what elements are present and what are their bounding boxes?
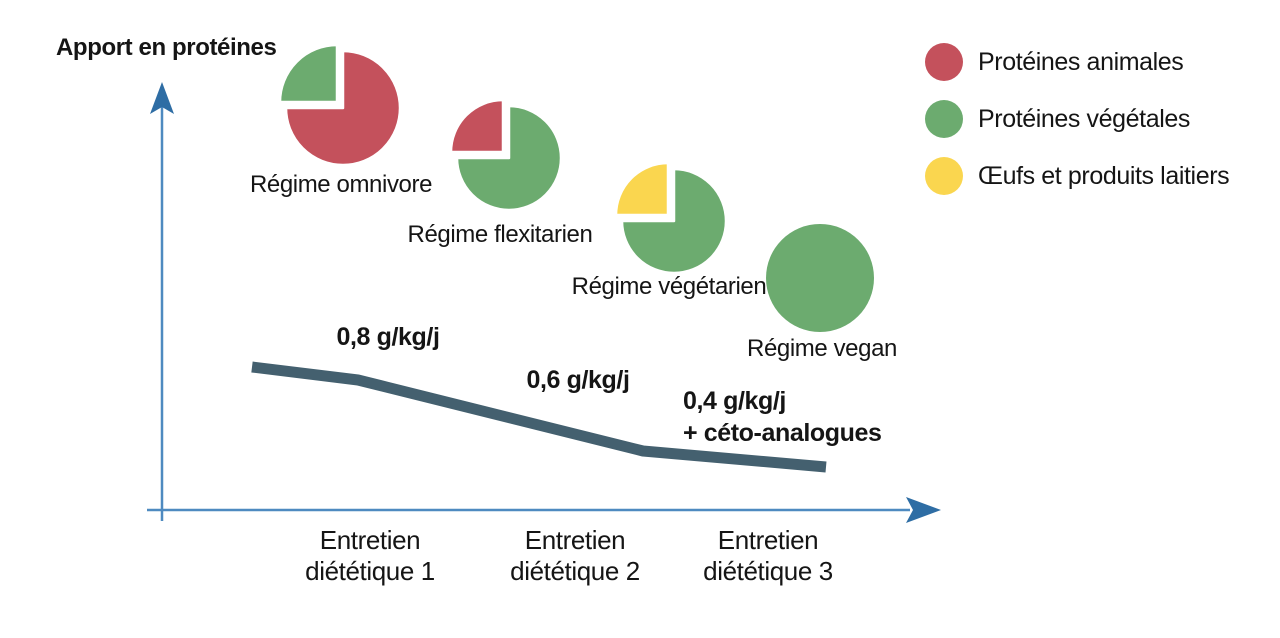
annotation-value-3-line-1: 0,4 g/kg/j: [683, 387, 786, 415]
annotation-value-3: 0,4 g/kg/j + céto-analogues: [683, 385, 882, 449]
pie-label-vegan: Régime vegan: [747, 335, 897, 362]
pie-label-flexitarien: Régime flexitarien: [407, 221, 593, 248]
pie-label-omnivore: Régime omnivore: [249, 171, 433, 198]
pie-regime-vegetarien: [614, 161, 728, 275]
y-axis-arrow-icon: [150, 82, 174, 114]
legend-item-proteines-vegetales: Protéines végétales: [925, 99, 1229, 139]
pie-slice: [449, 98, 505, 154]
legend-swatch-animal-icon: [925, 43, 963, 81]
pie-slice: [284, 49, 402, 167]
x-axis-label-entretien-3: Entretien diététique 3: [703, 525, 833, 586]
legend-label-animal: Protéines animales: [978, 47, 1184, 76]
pie-slice: [278, 43, 339, 104]
legend-item-oeufs-produits-laitiers: Œufs et produits laitiers: [925, 156, 1230, 196]
legend-label-eggs-dairy: Œufs et produits laitiers: [978, 161, 1230, 190]
pie-label-vegetarien: Régime végétarien: [571, 273, 767, 300]
legend-item-proteines-animales: Protéines animales: [925, 42, 1229, 82]
protein-intake-line: [251, 361, 827, 473]
pie-regime-flexitarien: [449, 98, 563, 212]
annotation-value-2: 0,6 g/kg/j: [527, 364, 630, 396]
annotation-value-3-line-2: + céto-analogues: [683, 419, 882, 447]
pie-slice: [455, 104, 563, 212]
pie-slice: [614, 161, 670, 217]
legend-swatch-eggs-dairy-icon: [925, 157, 963, 195]
legend-label-vegetal: Protéines végétales: [978, 104, 1190, 133]
annotation-value-1: 0,8 g/kg/j: [337, 321, 440, 353]
legend-swatch-vegetal-icon: [925, 100, 963, 138]
annotation-value-2-text: 0,6 g/kg/j: [526, 366, 630, 394]
x-axis-arrow-icon: [906, 497, 941, 523]
legend: Protéines animales Protéines végétales Œ…: [925, 42, 1230, 213]
pie-slice: [620, 167, 728, 275]
annotation-value-1-text: 0,8 g/kg/j: [336, 323, 440, 351]
pie-regime-omnivore: [278, 43, 402, 167]
x-axis-label-entretien-1: Entretien diététique 1: [305, 525, 435, 586]
pie-regime-vegan: [766, 224, 874, 332]
x-axis-label-entretien-2: Entretien diététique 2: [510, 525, 640, 586]
y-axis-title: Apport en protéines: [56, 34, 277, 61]
pie-slice: [766, 224, 874, 332]
